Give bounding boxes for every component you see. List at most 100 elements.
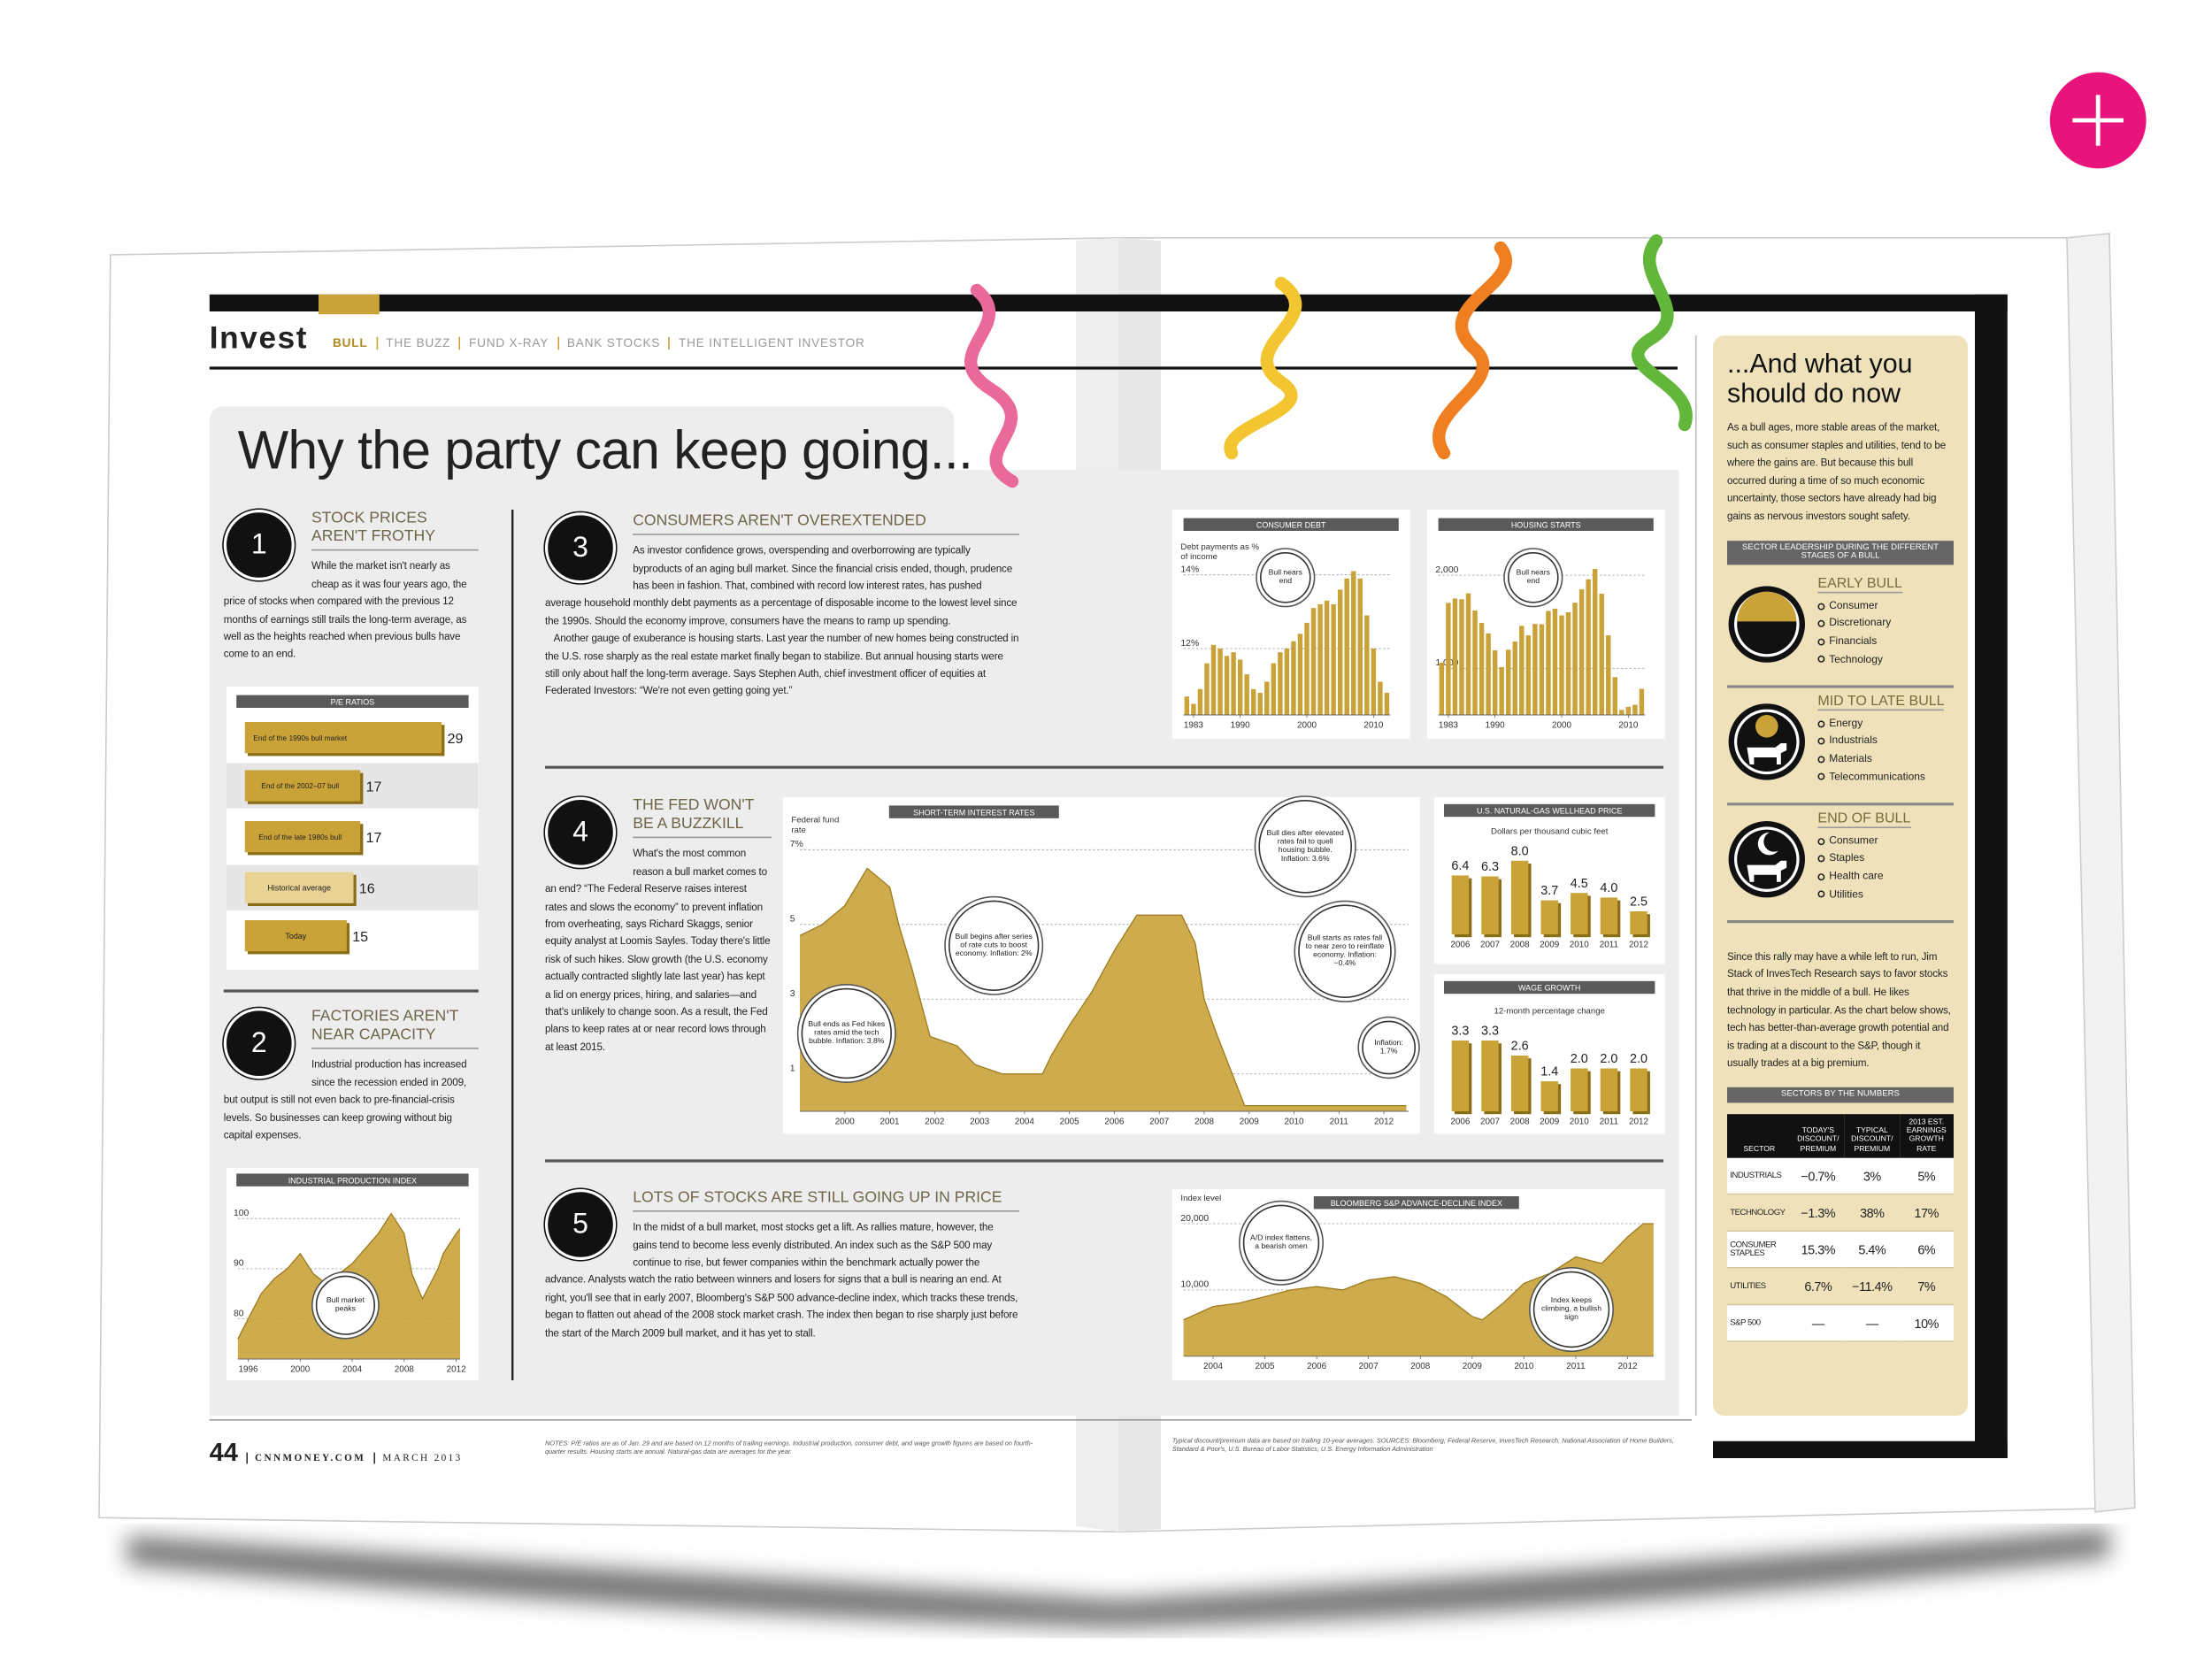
- annotation: Bull dies after elevated rates fail to q…: [1258, 800, 1352, 894]
- bar: [1439, 662, 1445, 715]
- value-label: 17: [366, 780, 382, 795]
- x-tick-label: 2012: [1374, 1117, 1394, 1126]
- table-cell: 6.7%: [1791, 1268, 1846, 1306]
- sector-name: Utilities: [1829, 887, 1863, 900]
- x-tick-label: 1990: [1486, 720, 1506, 730]
- value-label: 1.4: [1540, 1065, 1558, 1079]
- bar: [1284, 649, 1290, 715]
- bar: [1210, 644, 1217, 715]
- bar: [1310, 608, 1317, 715]
- bar: [1237, 659, 1243, 715]
- paragraph: While the market isn't nearly as cheap a…: [223, 559, 467, 661]
- y-tick-label: 80: [234, 1309, 244, 1318]
- sector-name: Staples: [1829, 851, 1865, 864]
- sector-item: Technology: [1817, 650, 1901, 668]
- value-label: 4.5: [1571, 877, 1588, 891]
- site: CNNMONEY.COM: [246, 1452, 365, 1464]
- annotation: Bull market peaks: [315, 1275, 375, 1335]
- bar: [1619, 710, 1624, 715]
- bar: [1371, 649, 1377, 715]
- chart-svg: U.S. NATURAL-GAS WELLHEAD PRICE 6.4 2006 6.…: [1444, 803, 1655, 949]
- table-cell: 5.4%: [1845, 1231, 1900, 1270]
- stages: EARLY BULL Consumer Discretionary Financial…: [1727, 573, 1954, 923]
- nav-link[interactable]: THE INTELLIGENT INVESTOR: [668, 336, 873, 350]
- column-header: SECTOR: [1727, 1113, 1792, 1159]
- bar: [1539, 624, 1545, 715]
- x-tick-label: 2004: [342, 1364, 363, 1374]
- table-cell: 3%: [1845, 1158, 1900, 1196]
- x-tick-label: 2000: [1297, 720, 1317, 730]
- bar-label: End of the late 1980s bull: [258, 833, 342, 841]
- x-tick-label: 2009: [1240, 1117, 1260, 1126]
- sector-name: Health care: [1829, 869, 1884, 882]
- bar: [1291, 641, 1296, 715]
- x-tick-label: 2010: [1570, 940, 1590, 949]
- table-cell: TECHNOLOGY: [1727, 1194, 1792, 1233]
- bar: [1384, 693, 1390, 715]
- chart: BLOOMBERG S&P ADVANCE-DECLINE INDEX 10,00…: [1171, 1189, 1665, 1380]
- bar: [1324, 600, 1330, 715]
- sector-item: Consumer: [1817, 832, 1910, 849]
- plus-icon: [2072, 95, 2124, 146]
- annotation: Index keeps climbing, a bullish sign: [1532, 1271, 1610, 1348]
- bullet: [1817, 737, 1825, 745]
- bar: [1184, 696, 1190, 715]
- bar: [1572, 603, 1578, 715]
- sector-item: Materials: [1817, 750, 1944, 768]
- bullet: [1817, 755, 1825, 763]
- bar: [1481, 876, 1499, 934]
- sector-item: Industrials: [1817, 733, 1944, 750]
- table-cell: UTILITIES: [1727, 1268, 1792, 1306]
- x-tick-label: 2000: [835, 1117, 856, 1126]
- top-bar: [209, 294, 2008, 311]
- icon-inner: [1737, 829, 1797, 889]
- bullet: [1817, 656, 1825, 664]
- annotation: Bull nears end: [1508, 552, 1559, 603]
- nav-link[interactable]: BANK STOCKS: [557, 336, 669, 350]
- sector-item: Telecommunications: [1817, 768, 1944, 786]
- chart-title-bar: [888, 805, 1059, 818]
- bar: [1351, 571, 1356, 715]
- x-tick-label: 2006: [1307, 1362, 1327, 1371]
- x-tick-label: 2010: [1285, 1117, 1305, 1126]
- section-number: 1: [223, 510, 295, 580]
- bar: [1639, 688, 1645, 715]
- section-number: 4: [545, 796, 616, 868]
- value-label: 2.0: [1571, 1052, 1588, 1066]
- table-cell: −1.3%: [1791, 1194, 1846, 1233]
- table-row: INDUSTRIALS −0.7% 3% 5%: [1727, 1158, 1954, 1196]
- stage-text: MID TO LATE BULL Energy Industrials Materia…: [1817, 690, 1945, 802]
- x-tick-label: 2006: [1104, 1117, 1125, 1126]
- annotation: Bull nears end: [1260, 552, 1311, 603]
- streamers: [964, 234, 1693, 488]
- table-row: S&P 500— —10%: [1727, 1305, 1954, 1343]
- sector-name: Energy: [1829, 716, 1863, 729]
- nav-link[interactable]: BULL: [333, 335, 368, 350]
- table-cell: INDUSTRIALS: [1727, 1158, 1792, 1196]
- x-tick-label: 2006: [1450, 1117, 1471, 1126]
- value-label: 3.3: [1451, 1025, 1469, 1039]
- paragraph: Since this rally may have a while left t…: [1727, 949, 1951, 1070]
- bar: [1331, 604, 1336, 715]
- sector-name: Consumer: [1829, 598, 1878, 611]
- chart-title-bar: [1444, 803, 1655, 818]
- bullet: [1817, 620, 1825, 628]
- table-cell: 5%: [1899, 1158, 1954, 1196]
- header-row: SECTOR TODAY'S DISCOUNT/ PREMIUM TYPICAL D…: [1727, 1113, 1954, 1159]
- box-title: SECTOR LEADERSHIP DURING THE DIFFERENT S…: [1727, 540, 1954, 565]
- bar: [1337, 589, 1343, 715]
- section: 4 THE FED WON'T BE A BUZZKILL What's the…: [545, 796, 772, 1056]
- bar: [1459, 599, 1464, 715]
- nav-link[interactable]: FUND X-RAY: [458, 336, 557, 350]
- value-label: 15: [352, 930, 368, 945]
- bar: [1364, 615, 1370, 715]
- nav-link[interactable]: THE BUZZ: [376, 336, 459, 350]
- icon-bull: [1747, 860, 1787, 882]
- chart: P/E RATIOS End of the 1990s bull market 29…: [227, 687, 479, 970]
- bar: [244, 872, 354, 903]
- value-label: 2.0: [1630, 1052, 1647, 1066]
- bar: [1540, 900, 1558, 934]
- table-cell: 7%: [1899, 1268, 1954, 1306]
- y-tick-label: 5: [790, 915, 795, 925]
- section-number: 5: [545, 1189, 616, 1260]
